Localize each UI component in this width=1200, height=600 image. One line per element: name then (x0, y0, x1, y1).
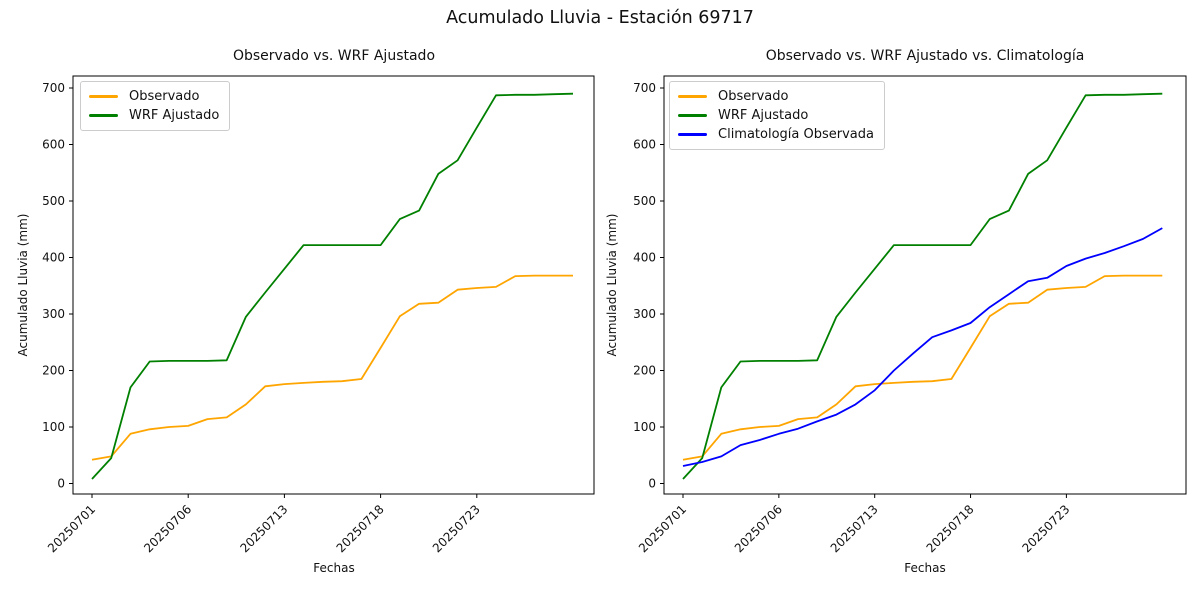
x-tick-label: 20250718 (924, 502, 977, 555)
y-tick-label: 300 (633, 307, 656, 321)
legend-line-swatch (89, 114, 118, 117)
series-line-observado (682, 274, 1163, 461)
legend-label: Climatología Observada (718, 127, 874, 142)
subplot2-xlabel: Fechas (904, 561, 946, 575)
legend-label: WRF Ajustado (129, 108, 220, 123)
subplot2-ylabel: Acumulado Lluvia (mm) (605, 213, 619, 357)
legend-item: WRF Ajustado (678, 106, 874, 125)
legend-item: WRF Ajustado (89, 106, 219, 125)
legend-label: WRF Ajustado (718, 108, 809, 123)
y-tick-label: 400 (42, 251, 65, 265)
legend-line-swatch (678, 114, 707, 117)
y-tick-label: 100 (42, 420, 65, 434)
series-line-climatolog-a-observada (682, 227, 1163, 467)
y-tick-label: 500 (633, 194, 656, 208)
y-tick-label: 100 (633, 420, 656, 434)
x-tick-label: 20250723 (430, 502, 483, 555)
y-tick-label: 200 (633, 364, 656, 378)
legend-item: Climatología Observada (678, 125, 874, 144)
x-tick-label: 20250713 (237, 502, 290, 555)
y-tick-label: 600 (633, 138, 656, 152)
legend-label: Observado (129, 89, 200, 104)
x-tick-label: 20250706 (732, 502, 785, 555)
subplot2-title: Observado vs. WRF Ajustado vs. Climatolo… (765, 48, 1085, 64)
series-line-observado (91, 274, 573, 461)
x-tick-label: 20250723 (1019, 502, 1072, 555)
subplot2-legend: Observado WRF Ajustado Climatología Observ… (669, 81, 885, 150)
legend-line-swatch (89, 95, 118, 98)
figure-title: Acumulado Lluvia - Estación 69717 (446, 8, 754, 28)
subplot1-title: Observado vs. WRF Ajustado (232, 48, 436, 64)
y-tick-label: 500 (42, 194, 65, 208)
x-tick-label: 20250701 (45, 502, 98, 555)
legend-line-swatch (678, 133, 707, 136)
y-tick-label: 700 (633, 81, 656, 95)
legend-line-swatch (678, 95, 707, 98)
legend-item: Observado (89, 87, 219, 106)
x-tick-label: 20250701 (636, 502, 689, 555)
subplot1-legend: Observado WRF Ajustado (80, 81, 231, 131)
legend-label: Observado (718, 89, 789, 104)
axes-spine (663, 75, 1187, 495)
x-tick-label: 20250718 (334, 502, 387, 555)
y-tick-label: 700 (42, 81, 65, 95)
y-tick-label: 300 (42, 307, 65, 321)
series-line-wrf-ajustado (682, 92, 1163, 480)
x-tick-label: 20250713 (828, 502, 881, 555)
series-line-wrf-ajustado (91, 92, 574, 480)
x-tick-label: 20250706 (141, 502, 194, 555)
legend-item: Observado (678, 87, 874, 106)
y-tick-label: 400 (633, 251, 656, 265)
axes-spine (72, 75, 595, 495)
y-tick-label: 0 (648, 477, 656, 491)
subplot1-ylabel: Acumulado Lluvia (mm) (16, 213, 30, 357)
y-tick-label: 200 (42, 364, 65, 378)
y-tick-label: 0 (57, 477, 65, 491)
subplot1-xlabel: Fechas (313, 561, 355, 575)
y-tick-label: 600 (42, 138, 65, 152)
